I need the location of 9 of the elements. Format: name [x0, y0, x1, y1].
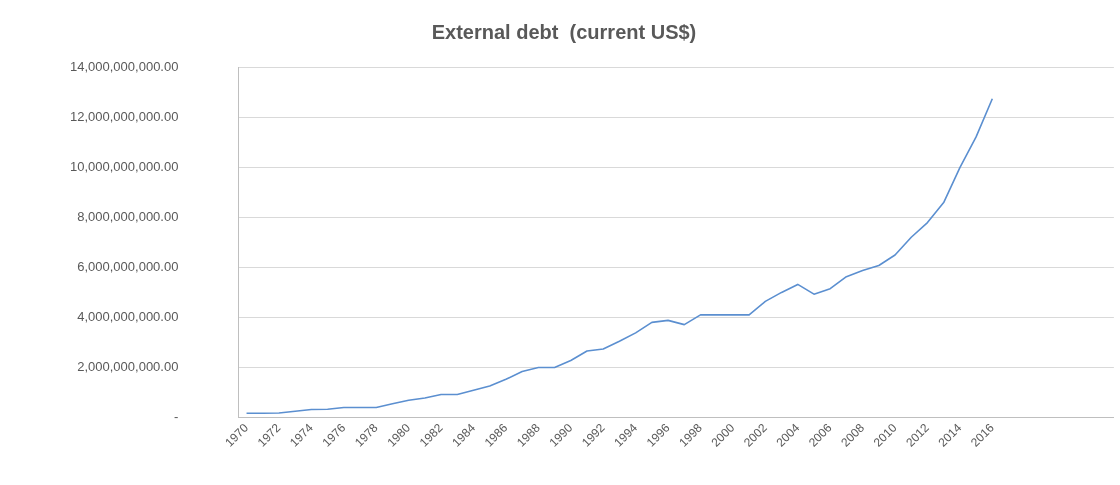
y-tick-label: 4,000,000,000.00	[77, 308, 179, 324]
chart-title: External debt (current US$)	[431, 21, 697, 44]
y-tick-label: 8,000,000,000.00	[77, 209, 179, 225]
y-tick-label: 14,000,000,000.00	[70, 59, 179, 75]
y-tick-label: 10,000,000,000.00	[70, 159, 179, 175]
y-tick-label: 2,000,000,000.00	[77, 358, 179, 374]
y-tick-label: 12,000,000,000.00	[70, 109, 179, 125]
y-tick-label: -	[174, 408, 179, 424]
y-tick-label: 6,000,000,000.00	[77, 259, 179, 275]
